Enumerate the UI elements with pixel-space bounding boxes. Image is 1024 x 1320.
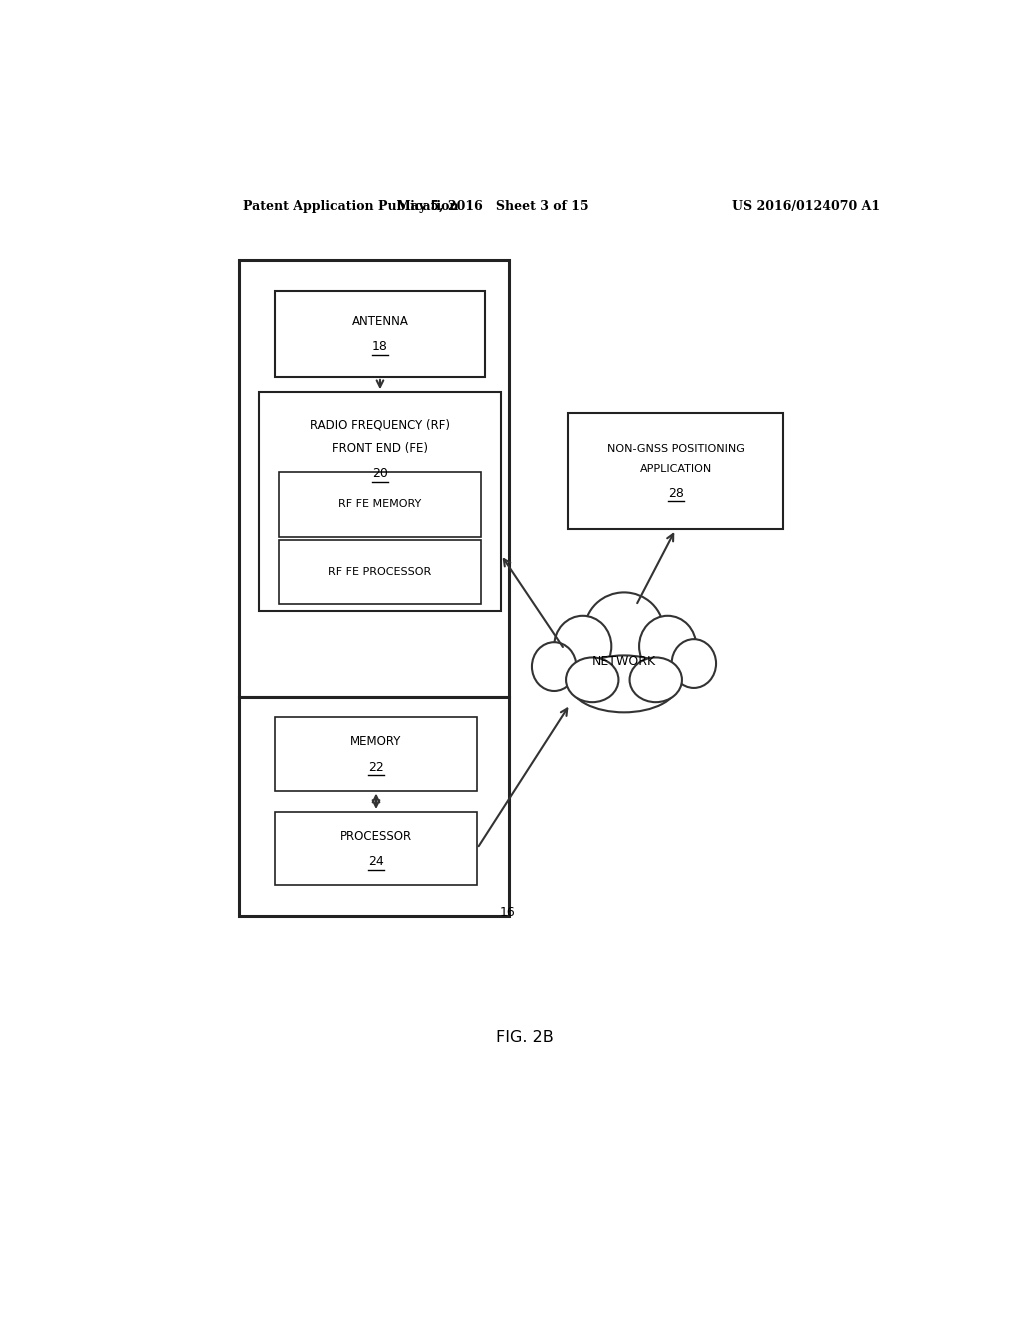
Ellipse shape [630,657,682,702]
Text: 24: 24 [368,855,384,869]
FancyBboxPatch shape [279,473,481,536]
Text: RF FE PROCESSOR: RF FE PROCESSOR [329,566,431,577]
Text: 16: 16 [500,906,515,919]
Text: APPLICATION: APPLICATION [639,463,712,474]
FancyBboxPatch shape [274,718,477,791]
Text: RADIO FREQUENCY (RF): RADIO FREQUENCY (RF) [310,418,450,432]
Ellipse shape [566,657,618,702]
Text: 20: 20 [372,467,388,480]
Text: 28: 28 [668,487,684,500]
Ellipse shape [585,593,664,669]
Ellipse shape [545,615,703,708]
Text: Patent Application Publication: Patent Application Publication [243,199,459,213]
Ellipse shape [672,639,716,688]
Ellipse shape [531,643,577,690]
Text: NON-GNSS POSITIONING: NON-GNSS POSITIONING [606,444,744,454]
Text: US 2016/0124070 A1: US 2016/0124070 A1 [732,199,881,213]
Ellipse shape [570,656,678,713]
Text: PROCESSOR: PROCESSOR [340,830,412,843]
FancyBboxPatch shape [279,540,481,603]
FancyBboxPatch shape [240,260,509,697]
Text: May 5, 2016   Sheet 3 of 15: May 5, 2016 Sheet 3 of 15 [397,199,589,213]
FancyBboxPatch shape [568,412,782,529]
FancyBboxPatch shape [274,812,477,886]
Text: ANTENNA: ANTENNA [351,315,409,329]
Text: 22: 22 [368,760,384,774]
Text: 18: 18 [372,341,388,354]
FancyBboxPatch shape [274,290,485,378]
Text: FIG. 2B: FIG. 2B [496,1030,554,1045]
Text: RF FE MEMORY: RF FE MEMORY [338,499,422,510]
Ellipse shape [639,616,696,677]
Text: FRONT END (FE): FRONT END (FE) [332,442,428,454]
Text: MEMORY: MEMORY [350,735,401,748]
FancyBboxPatch shape [259,392,501,611]
Text: NETWORK: NETWORK [592,655,656,668]
FancyBboxPatch shape [240,697,509,916]
Ellipse shape [554,616,611,677]
